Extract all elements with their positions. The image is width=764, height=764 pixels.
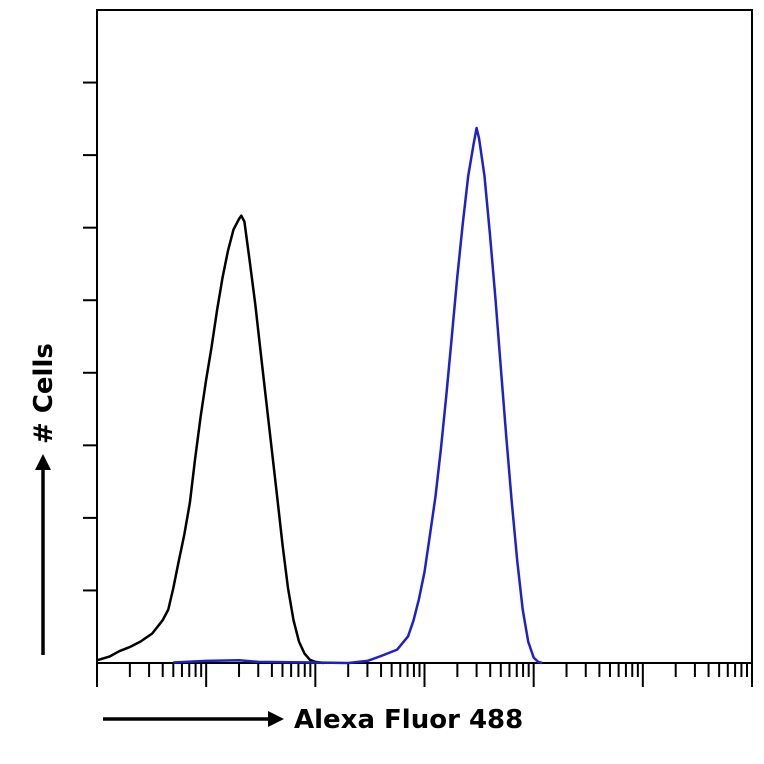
x-axis-label: Alexa Fluor 488 [294, 705, 523, 735]
x-axis-ticks [96, 663, 753, 687]
y-axis-label: # Cells [29, 343, 59, 444]
histogram-curve-2 [173, 126, 543, 665]
y-axis-ticks [83, 81, 97, 592]
y-axis-arrowhead [35, 454, 51, 470]
histogram-curve-1 [96, 214, 325, 665]
x-axis-arrowhead [268, 711, 284, 727]
series-layer [96, 126, 543, 665]
